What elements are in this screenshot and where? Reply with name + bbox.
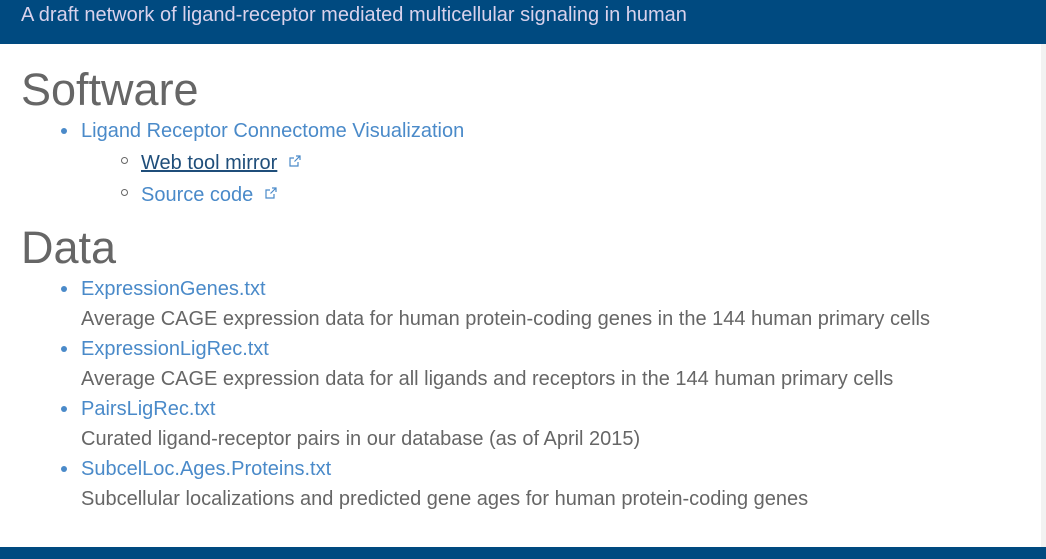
bullet-icon [61,466,67,472]
file-description: Average CAGE expression data for all lig… [81,368,894,390]
bullet-icon [61,286,67,292]
software-heading: Software [21,64,199,115]
main-content: Software Ligand Receptor Connectome Visu… [21,64,1021,514]
software-list: Ligand Receptor Connectome Visualization… [21,116,1021,210]
list-item-file: PairsLigRec.txt [21,394,1021,424]
bullet-icon [61,128,67,134]
web-tool-mirror-link[interactable]: Web tool mirror [141,152,278,174]
header-bar: A draft network of ligand-receptor media… [0,0,1046,44]
file-description: Curated ligand-receptor pairs in our dat… [81,428,641,450]
file-link-expression-genes[interactable]: ExpressionGenes.txt [81,278,266,300]
circle-bullet-icon [121,157,128,164]
circle-bullet-icon [121,189,128,196]
data-heading: Data [21,222,117,273]
footer-bar [0,547,1046,559]
file-description: Average CAGE expression data for human p… [81,308,930,330]
list-item-source-code: Source code [21,178,1021,210]
section-gap [21,210,1021,222]
external-link-icon[interactable] [289,146,301,176]
source-code-link[interactable]: Source code [141,184,254,206]
data-file-list: ExpressionGenes.txt Average CAGE express… [21,274,1021,514]
file-description: Subcellular localizations and predicted … [81,488,809,510]
list-item-file: ExpressionLigRec.txt [21,334,1021,364]
connectome-visualization-link[interactable]: Ligand Receptor Connectome Visualization [81,120,465,142]
scrollbar-track[interactable] [1041,44,1046,547]
list-item-web-tool-mirror: Web tool mirror [21,146,1021,178]
list-item-file: SubcelLoc.Ages.Proteins.txt [21,454,1021,484]
file-link-subcelloc-ages[interactable]: SubcelLoc.Ages.Proteins.txt [81,458,332,480]
external-link-icon[interactable] [265,178,277,208]
file-link-expression-ligrec[interactable]: ExpressionLigRec.txt [81,338,269,360]
site-subtitle: A draft network of ligand-receptor media… [21,4,687,26]
file-link-pairs-ligrec[interactable]: PairsLigRec.txt [81,398,216,420]
bullet-icon [61,406,67,412]
list-item-software: Ligand Receptor Connectome Visualization [21,116,1021,146]
list-item-file: ExpressionGenes.txt [21,274,1021,304]
bullet-icon [61,346,67,352]
